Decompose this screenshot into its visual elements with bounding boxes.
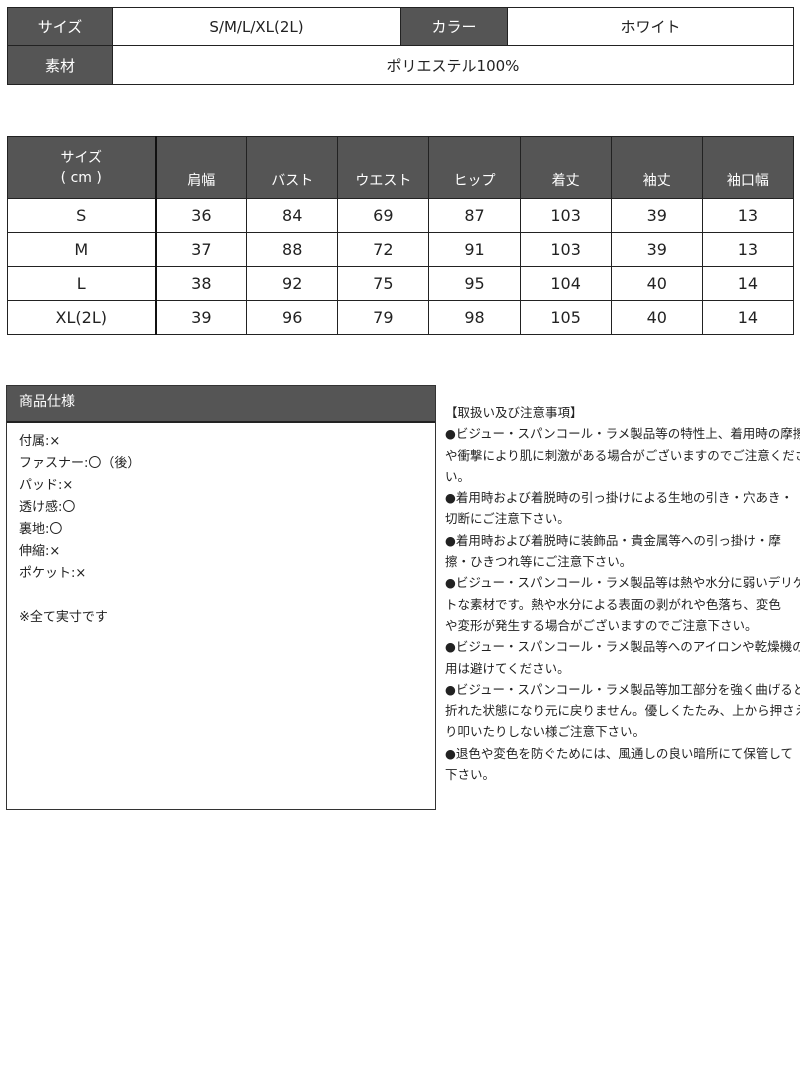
notes-line: や変形が発生する場合がございますのでご注意下さい。 [445,617,758,633]
spec-line: ポケット:× [19,566,87,581]
column-header: 着丈 [519,136,612,199]
measurement-cell: 72 [337,232,430,267]
size-header: サイズ ( cm ) [7,136,157,199]
spec-line: ※全て実寸です [19,610,108,625]
spec-line: パッド:× [19,478,74,493]
notes-line: ●ビジュー・スパンコール・ラメ製品等へのアイロンや乾燥機の使 [445,639,800,655]
material-label: 素材 [7,45,113,85]
measurement-cell: 95 [428,266,521,301]
color-label: カラー [400,7,508,46]
measurement-cell: 13 [701,232,795,267]
size-cell: M [7,232,157,267]
spec-line: 裏地:〇 [19,522,63,537]
notes-line: ●ビジュー・スパンコール・ラメ製品等は熱や水分に弱いデリケー [445,575,800,591]
measurement-cell: 39 [154,300,248,335]
size-cell: S [7,198,157,233]
column-header: ウエスト [337,136,430,199]
notes-line: 下さい。 [445,767,496,783]
notes-line: 折れた状態になり元に戻りません。優しくたたみ、上から押さえた [445,703,800,719]
measurement-cell: 75 [337,266,430,301]
notes-title: 【取扱い及び注意事項】 [445,405,583,420]
size-header-title: サイズ [60,149,103,166]
column-header: 袖丈 [610,136,703,199]
size-header-unit: ( cm ) [60,169,102,186]
spec-body: 付属:× ファスナー:〇（後） パッド:× 透け感:〇裏地:〇伸縮:× ポケット:× ※全… [7,423,435,637]
spec-line [19,585,423,607]
table-row: M 37 88 72 91 103 39 13 [7,232,795,267]
notes-line: ●退色や変色を防ぐためには、風通しの良い暗所にて保管して [445,745,794,761]
product-spec-box: 商品仕様 付属:× ファスナー:〇（後） パッド:× 透け感:〇裏地:〇伸縮:× ポケッ… [6,385,436,810]
measurement-cell: 38 [154,266,248,301]
measurement-cell: 79 [337,300,430,335]
measurement-cell: 92 [246,266,339,301]
notes-line: や衝撃により肌に刺激がある場合がございますのでご注意くださ [445,447,800,463]
measurement-cell: 87 [428,198,521,233]
notes-line: ●ビジュー・スパンコール・ラメ製品等の特性上、着用時の摩擦 [445,426,800,442]
summary-table: サイズ S/M/L/XL(2L) カラー ホワイト 素材 ポリエステル100% [7,7,794,85]
size-chart-table: サイズ( cm ) 肩幅 バスト ウエスト ヒップ 着丈 袖丈 袖口幅 S 36 84 69 87 1… [7,136,795,335]
spec-title: 商品仕様 [7,386,435,423]
color-value: ホワイト [507,7,794,46]
measurement-cell: 105 [519,300,612,335]
table-row: S 36 84 69 87 103 39 13 [7,198,795,233]
column-header: 肩幅 [154,136,248,199]
spec-line: ファスナー:〇（後） [19,456,141,471]
notes-line: トな素材です。熱や水分による表面の剥がれや色落ち、変色 [445,596,781,612]
notes-line: ●着用時および着脱時の引っ掛けによる生地の引き・穴あき・ [445,490,794,506]
notes-line: ●着用時および着脱時に装飾品・貴金属等への引っ掛け・摩 [445,532,781,548]
measurement-cell: 84 [246,198,339,233]
column-header: 袖口幅 [701,136,795,199]
measurement-cell: 69 [337,198,430,233]
size-label: サイズ [7,7,113,46]
measurement-cell: 98 [428,300,521,335]
measurement-cell: 96 [246,300,339,335]
measurement-cell: 14 [701,266,795,301]
notes-line: 用は避けてください。 [445,660,570,676]
notes-line: 擦・ひきつれ等にご注意下さい。 [445,554,633,570]
notes-line: り叩いたりしない様ご注意下さい。 [445,724,646,740]
measurement-cell: 36 [154,198,248,233]
notes-line: 切断にご注意下さい。 [445,511,570,527]
measurement-cell: 91 [428,232,521,267]
spec-line: 透け感:〇 [19,500,76,515]
table-row: XL(2L) 39 96 79 98 105 40 14 [7,300,795,335]
spec-line: 伸縮:× [19,544,61,559]
measurement-cell: 103 [519,198,612,233]
measurement-cell: 39 [610,198,703,233]
measurement-cell: 40 [610,300,703,335]
care-notes: 【取扱い及び注意事項】 ●ビジュー・スパンコール・ラメ製品等の特性上、着用時の摩擦… [445,402,800,785]
size-cell: XL(2L) [7,300,157,335]
measurement-cell: 104 [519,266,612,301]
spec-line: 付属:× [19,434,61,449]
table-row: L 38 92 75 95 104 40 14 [7,266,795,301]
measurement-cell: 13 [701,198,795,233]
measurement-cell: 103 [519,232,612,267]
measurement-cell: 88 [246,232,339,267]
notes-line: ●ビジュー・スパンコール・ラメ製品等加工部分を強く曲げると [445,681,800,697]
material-value: ポリエステル100% [112,45,794,85]
measurement-cell: 14 [701,300,795,335]
column-header: ヒップ [428,136,521,199]
column-header: バスト [246,136,339,199]
measurement-cell: 39 [610,232,703,267]
size-value: S/M/L/XL(2L) [112,7,401,46]
notes-line: い。 [445,468,471,484]
measurement-cell: 37 [154,232,248,267]
measurement-cell: 40 [610,266,703,301]
size-cell: L [7,266,157,301]
